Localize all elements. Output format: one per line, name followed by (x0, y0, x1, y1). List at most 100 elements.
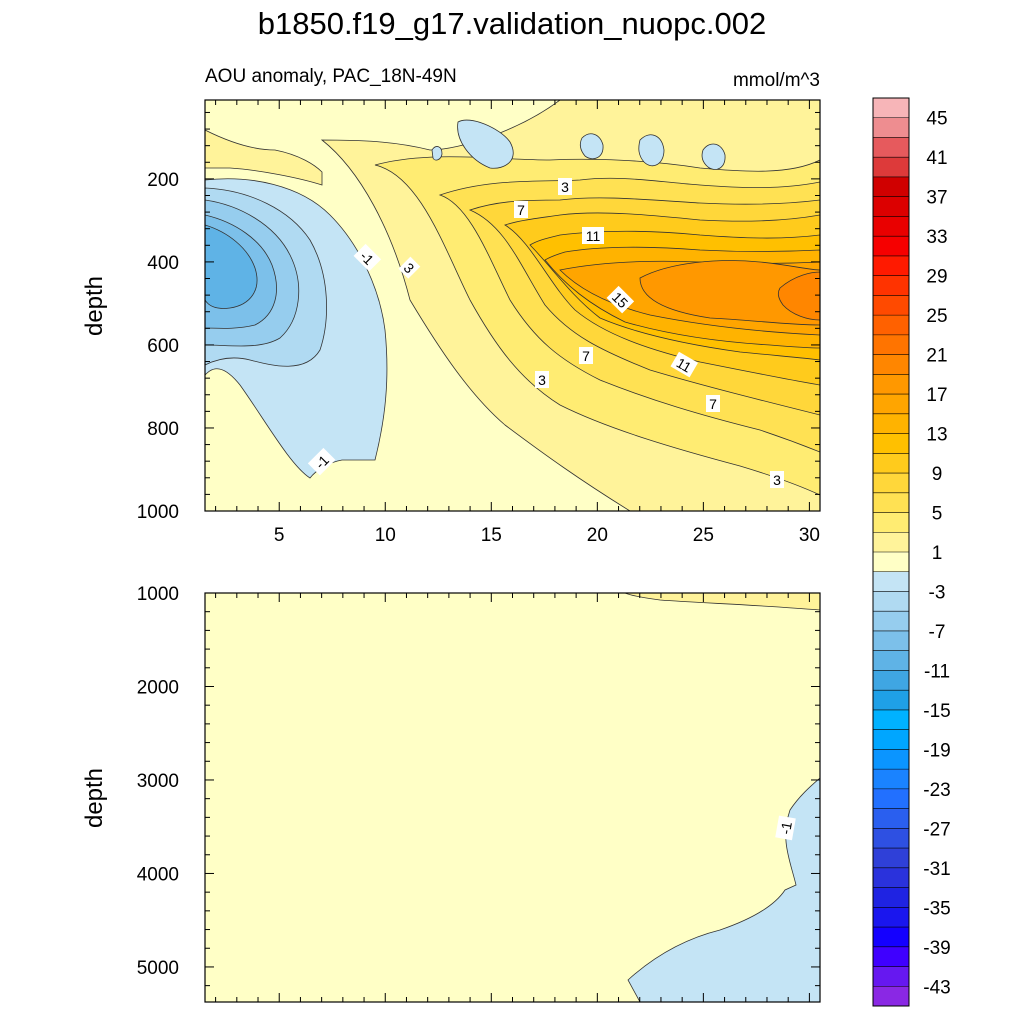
x-tick-label: 30 (799, 525, 820, 546)
colorbar-swatch (873, 354, 909, 375)
colorbar-swatch (873, 216, 909, 237)
colorbar-swatch (873, 571, 909, 592)
contour-label: 7 (514, 201, 528, 218)
colorbar-swatch (873, 532, 909, 553)
y-tick-label: 800 (147, 419, 179, 440)
upper-panel: 5 10 15 20 25 30 200 400 600 800 1000 depth (81, 99, 821, 546)
colorbar-label: -15 (923, 701, 950, 722)
colorbar-swatch (873, 512, 909, 533)
colorbar-swatch (873, 709, 909, 731)
contour-fill-21 (777, 271, 820, 321)
colorbar-label: 37 (926, 188, 947, 209)
colorbar-swatch (873, 394, 909, 415)
colorbar-label: 41 (926, 148, 947, 169)
colorbar-swatch (873, 413, 909, 435)
colorbar-label: -19 (923, 740, 950, 761)
colorbar-swatch (873, 690, 909, 711)
colorbar-swatch (873, 334, 909, 356)
colorbar-swatch (873, 670, 909, 691)
lower-y-axis-title: depth (81, 768, 108, 828)
contour-fill-neg-deep (627, 777, 820, 1002)
colorbar-swatch (873, 591, 909, 612)
colorbar-label: -35 (923, 898, 950, 919)
contour-label-bg (307, 447, 336, 476)
colorbar-swatch (873, 137, 909, 158)
x-tick-label: 10 (375, 525, 396, 546)
colorbar-swatch (873, 433, 909, 454)
colorbar-label: -27 (923, 819, 950, 840)
colorbar-swatch (873, 157, 909, 178)
colorbar-swatch (873, 630, 909, 652)
contour-label-bg (535, 371, 549, 388)
contour-fill-19 (639, 260, 820, 326)
colorbar-label: 9 (932, 464, 943, 485)
colorbar-swatch (873, 927, 909, 948)
y-tick-label: 1000 (137, 502, 179, 523)
contour-labels: 3 7 11 -1 3 15 7 11 3 7 -1 3 -1 (307, 178, 796, 841)
x-tick-label: 15 (481, 525, 502, 546)
lower-panel: 1000 2000 3000 4000 5000 depth (81, 584, 821, 1003)
colorbar-label: 33 (926, 227, 947, 248)
contour-label: 7 (579, 347, 593, 364)
colorbar-label: 25 (926, 306, 947, 327)
blob-neg-e (431, 146, 443, 161)
contour-label-bg (398, 256, 421, 279)
y-tick-label: 2000 (137, 677, 179, 698)
units-label: mmol/m^3 (733, 70, 820, 91)
contour-label: 3 (558, 178, 572, 195)
colorbar-swatch (873, 650, 909, 671)
x-tick-label: 25 (693, 525, 714, 546)
colorbar-swatch (873, 828, 909, 849)
colorbar-swatch (873, 788, 909, 810)
colorbar-swatch (873, 275, 909, 296)
colorbar-swatch (873, 98, 909, 119)
colorbar-swatch (873, 552, 909, 573)
contour-label: 11 (582, 227, 604, 244)
contour-label: -1 (353, 243, 382, 272)
contour-label-text: 11 (586, 228, 601, 244)
y-tick-label: 1000 (137, 584, 179, 605)
blob-pos-surface (205, 129, 323, 186)
contour-label: 7 (706, 395, 720, 412)
colorbar-swatch (873, 907, 909, 928)
colorbar-swatch (873, 295, 909, 316)
y-tick-label: 600 (147, 336, 179, 357)
upper-y-axis-title: depth (81, 276, 108, 336)
colorbar-swatch (873, 867, 909, 889)
contour-label-bg (706, 395, 720, 412)
chart-title: b1850.f19_g17.validation_nuopc.002 (258, 6, 767, 41)
contour-label-text: -1 (777, 820, 795, 835)
y-tick-label: 4000 (137, 864, 179, 885)
colorbar-frame (872, 97, 910, 1007)
colorbar-swatch (873, 374, 909, 395)
colorbar-swatch (873, 611, 909, 632)
colorbar-label: 17 (926, 385, 947, 406)
blob-neg-c (638, 134, 665, 167)
colorbar-swatch (873, 887, 909, 908)
colorbar-swatch (873, 808, 909, 829)
contour-label-bg (353, 243, 382, 272)
upper-axis-ticks: 5 10 15 20 25 30 200 400 600 800 1000 (137, 100, 820, 546)
contour-label-bg (558, 178, 572, 195)
blob-neg-b (579, 133, 604, 160)
colorbar-swatch (873, 986, 909, 1007)
contour-fill-neg11 (205, 224, 258, 309)
contour-label-bg (579, 347, 593, 364)
lower-axis-ticks: 1000 2000 3000 4000 5000 (137, 584, 820, 1002)
x-tick-label: 5 (274, 525, 285, 546)
contour-label: -1 (307, 447, 336, 476)
y-tick-label: 5000 (137, 958, 179, 979)
colorbar-label: -43 (923, 977, 950, 998)
chart-subtitle: AOU anomaly, PAC_18N-49N (205, 66, 457, 87)
colorbar-swatch (873, 473, 909, 494)
colorbar-label: 21 (926, 346, 947, 367)
contour-label-bg (514, 201, 528, 218)
contour-label-text: 11 (674, 354, 695, 375)
colorbar-label: 29 (926, 267, 947, 288)
contour-label-bg (582, 227, 604, 244)
colorbar-label: -3 (929, 582, 946, 603)
contour-label: 3 (398, 256, 421, 279)
colorbar-swatch (873, 453, 909, 474)
colorbar-swatch (873, 749, 909, 770)
